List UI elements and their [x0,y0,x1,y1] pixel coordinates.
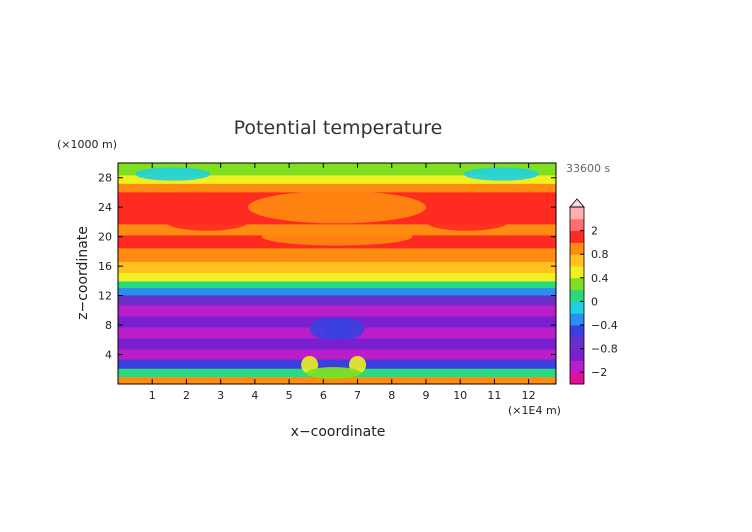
colorbar-swatch [570,301,584,314]
plot-area [117,162,557,385]
x-unit-label: (×1E4 m) [508,404,561,417]
y-tick-label: 24 [98,201,112,214]
x-tick-label: 4 [251,389,258,402]
y-tick-label: 8 [105,319,112,332]
colorbar: 2 0.8 0.4 0 −0.4 −0.8 −2 [569,198,618,385]
y-tick-label: 28 [98,172,112,185]
x-tick-label: 12 [522,389,536,402]
colorbar-swatch [570,336,584,350]
field-feature [135,167,211,181]
field-band [118,272,556,282]
field-band [118,349,556,360]
colorbar-swatch [570,218,584,232]
colorbar-tick-label: 2 [591,225,598,238]
x-tick-label: 5 [286,389,293,402]
time-label: 33600 s [566,162,610,175]
chart-title: Potential temperature [234,117,443,139]
field-band [118,337,556,350]
field-band [118,247,556,262]
x-tick-label: 10 [453,389,467,402]
colorbar-swatch [570,313,584,326]
colorbar-swatch [570,348,584,361]
field-feature [248,190,426,224]
colorbar-tick-label: −0.8 [591,343,618,356]
colorbar-frame [569,206,585,385]
y-tick-label: 12 [98,290,112,303]
field-band [118,358,556,369]
field-feature [425,213,509,231]
field-feature [306,367,361,379]
field-band [118,294,556,306]
x-tick-label: 6 [320,389,327,402]
colorbar-swatch [570,372,584,385]
colorbar-tick-label: 0.4 [591,272,609,285]
field-feature [323,317,365,340]
colorbar-tick-label: 0.8 [591,248,609,261]
field-band [118,304,556,317]
field-band [118,174,556,184]
x-tick-label: 2 [183,389,190,402]
colorbar-tick-label: −0.4 [591,319,618,332]
colorbar-swatch [570,325,584,338]
field-feature [463,167,539,181]
colorbar-swatch [570,242,584,255]
field-band [118,287,556,296]
colorbar-swatch [570,360,584,373]
colorbar-swatch [570,254,584,267]
field-band [118,376,556,384]
colorbar-swatch [570,289,584,302]
x-tick-label: 3 [217,389,224,402]
y-tick-label: 4 [105,349,112,362]
field-band [118,163,556,176]
x-tick-label: 8 [388,389,395,402]
colorbar-tick-label: 0 [591,295,598,308]
x-ticks: 1 2 3 4 5 6 7 8 9 10 11 12 [149,163,536,402]
colorbar-swatch [570,277,584,291]
plot-frame [117,162,557,385]
field-band [118,280,556,289]
colorbar-swatch [570,266,584,279]
field-feature [261,227,413,246]
x-tick-label: 1 [149,389,156,402]
field-band [118,261,556,273]
colorbar-extend-arrow [569,198,585,208]
y-tick-label: 20 [98,231,112,244]
colorbar-swatch [570,230,584,243]
y-tick-label: 16 [98,260,112,273]
y-ticks: 4 8 12 16 20 24 28 [98,172,556,362]
field-band [118,183,556,193]
x-tick-label: 11 [487,389,501,402]
x-tick-label: 7 [354,389,361,402]
colorbar-tick-label: −2 [591,366,607,379]
colorbar-swatch [570,207,584,220]
y-axis-label: z−coordinate [75,226,91,320]
x-axis-label: x−coordinate [291,424,386,440]
y-unit-label: (×1000 m) [57,138,117,151]
x-tick-label: 9 [422,389,429,402]
field-feature [165,213,249,231]
